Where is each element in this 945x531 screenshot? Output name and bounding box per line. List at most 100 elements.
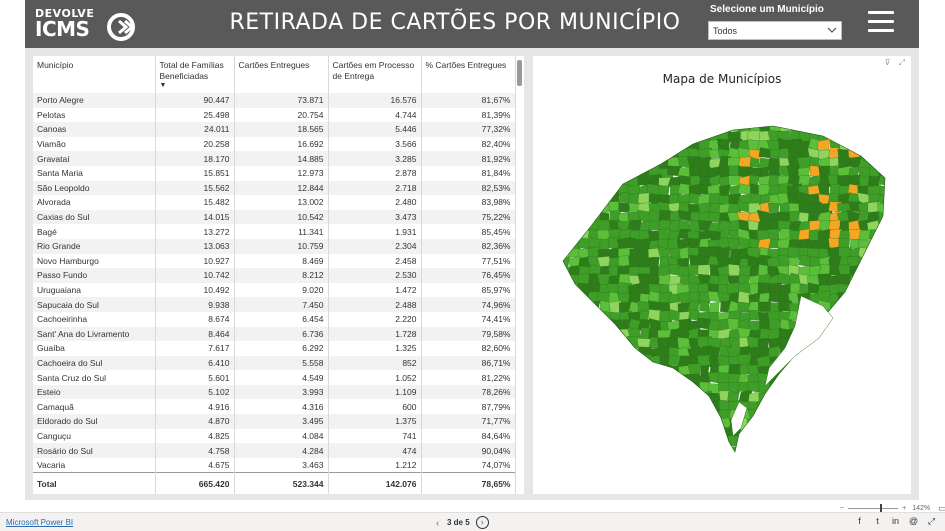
municipality-region[interactable] <box>558 309 571 321</box>
municipality-region[interactable] <box>778 454 791 467</box>
municipality-region[interactable] <box>608 362 623 377</box>
municipality-region[interactable] <box>858 273 870 285</box>
municipality-region[interactable] <box>667 139 681 153</box>
municipality-region[interactable] <box>879 284 890 296</box>
municipality-region[interactable] <box>849 156 861 168</box>
municipality-region[interactable] <box>607 346 621 359</box>
municipality-region[interactable] <box>776 418 790 430</box>
linkedin-icon[interactable]: in <box>891 516 899 526</box>
municipality-region[interactable] <box>597 373 612 387</box>
table-row[interactable]: São Leopoldo 15.562 12.844 2.718 82,53% <box>33 180 516 196</box>
municipality-region[interactable] <box>798 400 814 411</box>
municipality-region[interactable] <box>846 291 861 304</box>
municipality-region[interactable] <box>588 438 602 450</box>
municipality-region[interactable] <box>597 156 611 169</box>
municipality-region[interactable] <box>566 364 582 379</box>
municipality-region[interactable] <box>577 139 591 152</box>
municipality-region[interactable] <box>848 390 862 404</box>
municipality-region[interactable] <box>778 438 791 449</box>
municipality-region[interactable] <box>817 356 832 367</box>
municipality-region[interactable] <box>778 255 790 268</box>
municipality-region[interactable] <box>658 454 673 466</box>
municipality-region[interactable] <box>857 363 870 379</box>
municipality-region[interactable] <box>748 444 760 457</box>
municipality-region[interactable] <box>609 131 620 143</box>
municipality-region[interactable] <box>627 147 640 159</box>
municipality-region[interactable] <box>877 456 891 466</box>
municipality-region[interactable] <box>597 408 610 420</box>
municipality-region[interactable] <box>607 418 621 430</box>
municipality-region[interactable] <box>647 454 662 465</box>
municipality-region[interactable] <box>567 156 582 169</box>
municipality-region[interactable] <box>768 435 782 451</box>
table-row[interactable]: Porto Alegre 90.447 73.871 16.576 81,67% <box>33 93 516 108</box>
municipality-region[interactable] <box>667 436 681 449</box>
municipality-region[interactable] <box>699 400 710 415</box>
municipality-region[interactable] <box>827 364 842 376</box>
municipality-region[interactable] <box>577 400 593 411</box>
municipality-region[interactable] <box>578 444 592 457</box>
municipality-region[interactable] <box>636 382 654 396</box>
municipality-region[interactable] <box>578 336 591 348</box>
municipality-region[interactable] <box>867 409 881 421</box>
municipality-region[interactable] <box>669 129 680 144</box>
municipality-region[interactable] <box>768 399 780 412</box>
municipality-region[interactable] <box>758 444 773 455</box>
municipality-region[interactable] <box>567 400 582 412</box>
municipality-region[interactable] <box>608 425 623 440</box>
municipality-region[interactable] <box>879 255 891 269</box>
municipality-region[interactable] <box>847 346 862 359</box>
municipality-region[interactable] <box>807 390 822 403</box>
menu-icon[interactable] <box>868 11 894 35</box>
municipality-region[interactable] <box>588 175 601 189</box>
table-row[interactable]: Pelotas 25.498 20.754 4.744 81,39% <box>33 107 516 123</box>
municipality-region[interactable] <box>837 444 851 457</box>
municipality-region[interactable] <box>698 411 711 422</box>
municipality-region[interactable] <box>849 371 861 384</box>
municipality-region[interactable] <box>817 390 833 404</box>
municipality-region[interactable] <box>819 337 832 350</box>
municipality-region[interactable] <box>576 210 593 222</box>
municipality-region[interactable] <box>607 175 621 187</box>
table-row[interactable]: Uruguaiana 10.492 9.020 1.472 85,97% <box>33 282 516 298</box>
municipality-region[interactable] <box>628 363 642 378</box>
municipality-region[interactable] <box>597 347 612 357</box>
municipality-region[interactable] <box>609 455 621 465</box>
municipality-region[interactable] <box>589 400 601 415</box>
municipality-region[interactable] <box>570 428 580 440</box>
municipality-region[interactable] <box>817 400 831 413</box>
col-header-municipio[interactable]: Município <box>33 56 156 93</box>
municipality-region[interactable] <box>817 120 831 132</box>
municipality-region[interactable] <box>838 237 850 249</box>
municipality-region[interactable] <box>878 336 889 349</box>
municipality-region[interactable] <box>559 202 571 214</box>
municipality-region[interactable] <box>879 122 890 132</box>
municipality-region[interactable] <box>707 122 721 132</box>
municipality-region[interactable] <box>637 123 653 136</box>
municipality-region[interactable] <box>877 401 890 413</box>
municipality-region[interactable] <box>798 212 810 223</box>
municipality-region[interactable] <box>587 184 601 198</box>
municipality-region[interactable] <box>566 183 580 198</box>
municipality-region[interactable] <box>708 428 722 442</box>
municipality-region[interactable] <box>668 417 683 431</box>
municipality-region[interactable] <box>609 383 622 394</box>
table-row[interactable]: Santa Cruz do Sul 5.601 4.549 1.052 81,22% <box>33 370 516 385</box>
municipality-region[interactable] <box>620 347 632 357</box>
municipality-region[interactable] <box>827 427 840 440</box>
municipality-region[interactable] <box>598 329 610 342</box>
municipality-region[interactable] <box>578 363 592 378</box>
municipality-region[interactable] <box>857 328 871 342</box>
municipality-region[interactable] <box>828 347 841 357</box>
municipality-region[interactable] <box>867 417 882 430</box>
municipality-region[interactable] <box>649 425 664 439</box>
municipality-region[interactable] <box>837 373 850 386</box>
municipality-region[interactable] <box>677 121 690 136</box>
municipality-region[interactable] <box>639 158 651 171</box>
municipality-region[interactable] <box>838 399 853 412</box>
zoom-slider[interactable] <box>848 504 899 513</box>
municipality-region[interactable] <box>786 445 803 455</box>
municipality-region[interactable] <box>768 426 782 440</box>
municipality-region[interactable] <box>849 445 861 456</box>
municipality-region[interactable] <box>588 410 602 422</box>
